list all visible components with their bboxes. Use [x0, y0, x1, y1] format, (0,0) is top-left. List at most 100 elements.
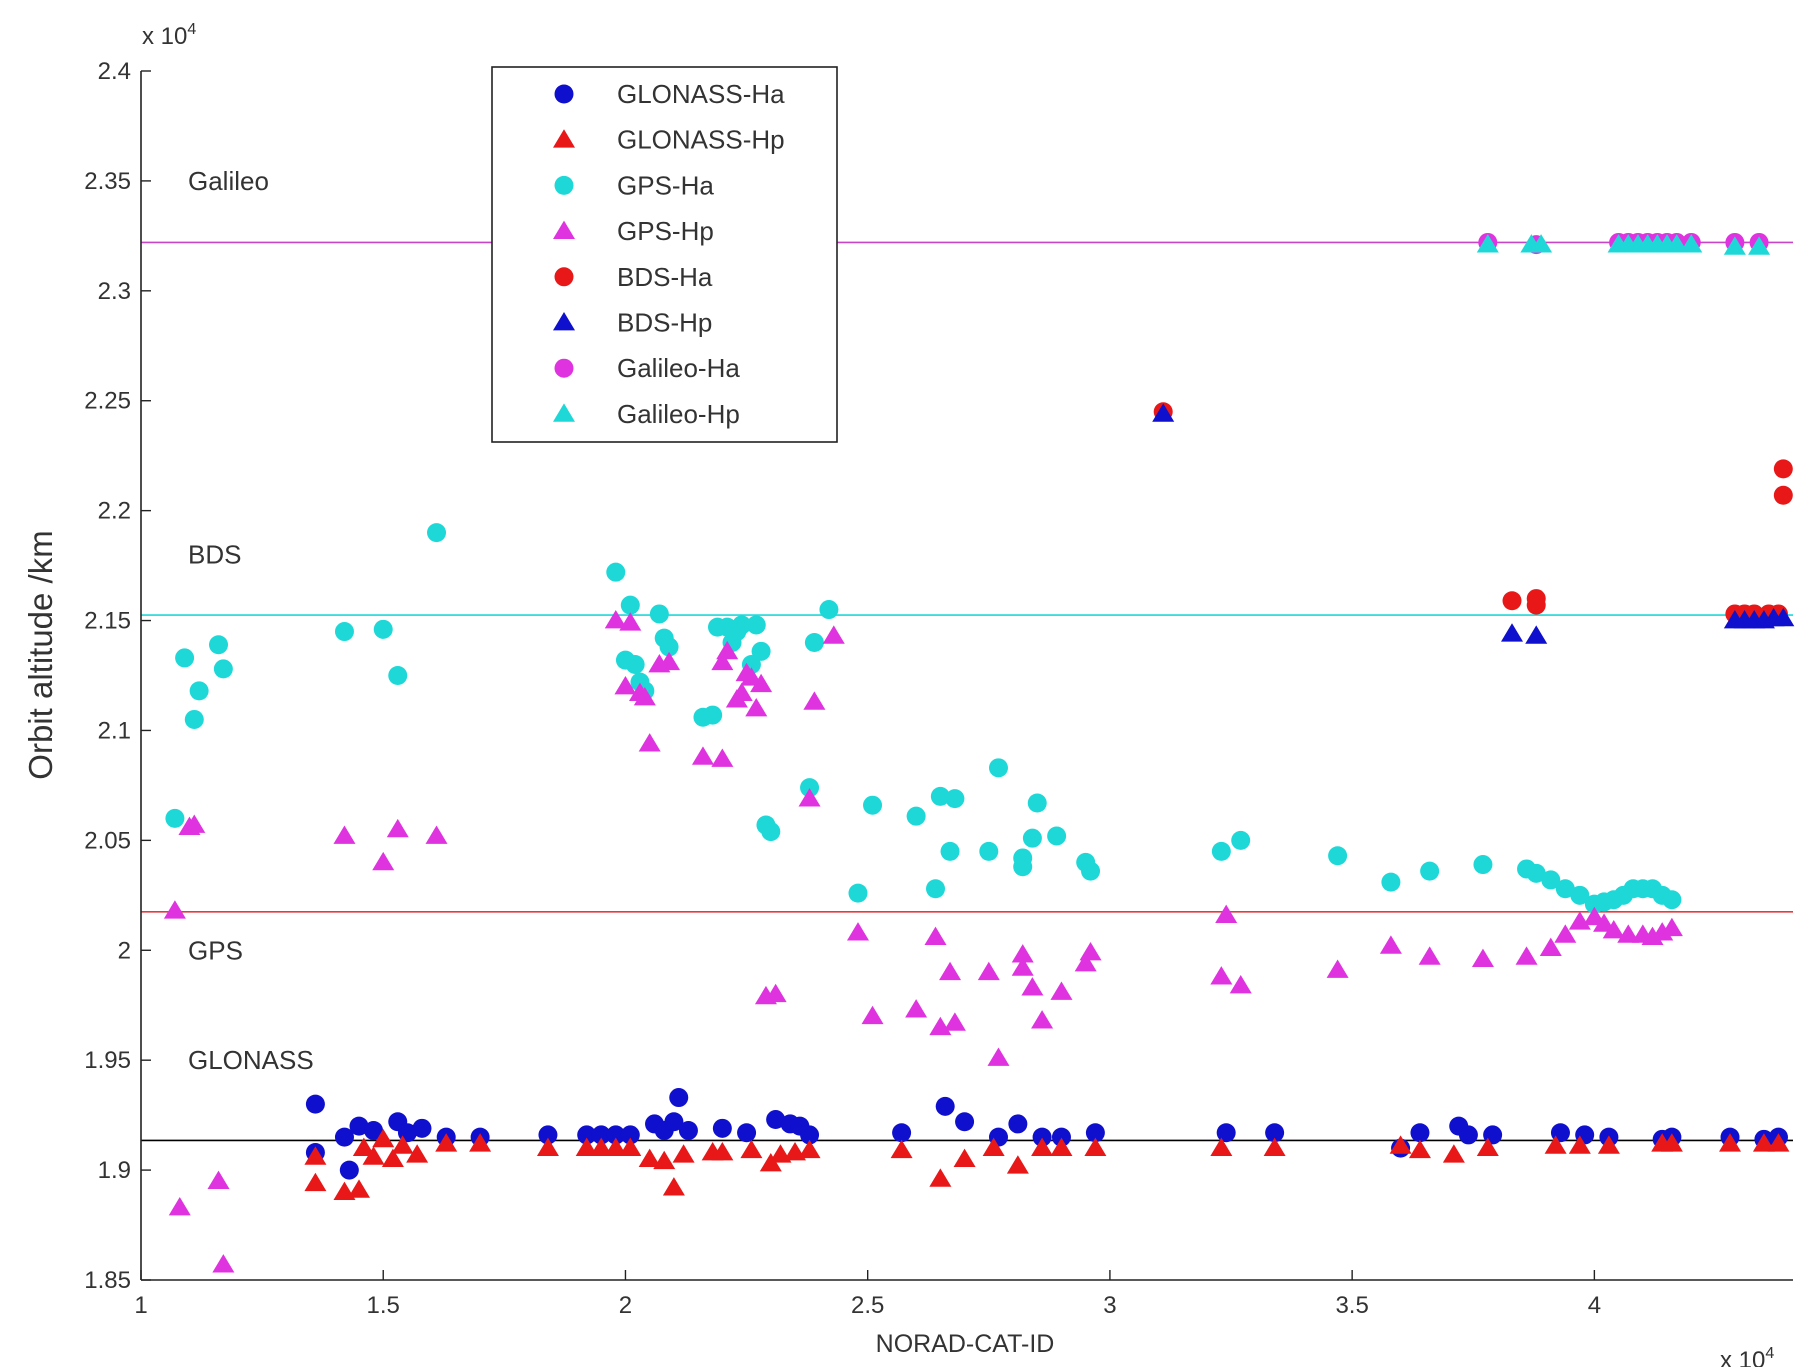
data-point-gps-ha	[848, 883, 868, 903]
y-tick-label: 2.25	[84, 388, 131, 415]
data-point-gps-hp	[924, 926, 947, 945]
x-tick-label: 3	[1103, 1292, 1116, 1319]
y-tick-label: 2.05	[84, 827, 131, 854]
data-point-glonass-hp	[672, 1144, 695, 1163]
data-point-gps-ha	[213, 659, 233, 679]
legend: GLONASS-Ha GLONASS-Hp GPS-Ha GPS-Hp BDS-Ha BD…	[491, 66, 838, 443]
y-tick-label: 2	[118, 937, 131, 964]
data-point-glonass-ha	[412, 1118, 432, 1138]
y-axis-label: Orbit altitude /km	[22, 530, 59, 779]
data-point-gps-ha	[649, 604, 669, 624]
data-point-gps-ha	[427, 523, 447, 543]
data-point-gps-ha	[184, 709, 204, 729]
legend-label: GLONASS-Ha	[617, 79, 785, 109]
y-tick-label: 2.1	[98, 717, 131, 744]
data-point-glonass-hp	[435, 1133, 458, 1152]
data-point-glonass-hp	[1660, 1133, 1683, 1152]
data-point-gps-ha	[926, 879, 946, 899]
legend-box	[491, 66, 838, 443]
data-point-glonass-ha	[577, 1125, 597, 1145]
ref-label-galileo: Galileo	[188, 166, 269, 196]
data-point-gps-hp	[1471, 948, 1494, 967]
data-point-gps-hp	[372, 851, 395, 871]
data-point-bds-ha	[1526, 595, 1546, 615]
data-point-glonass-ha	[339, 1160, 359, 1180]
data-point-gps-ha	[189, 681, 209, 701]
data-point-glonass-ha	[1265, 1123, 1285, 1143]
data-point-gps-hp	[658, 651, 681, 671]
legend-marker-glonass-hp	[553, 129, 575, 148]
data-point-glonass-ha	[620, 1125, 640, 1145]
data-point-gps-hp	[1079, 941, 1102, 961]
y-tick-label: 1.85	[84, 1267, 131, 1294]
data-point-gps-hp	[939, 961, 962, 981]
data-point-glonass-hp	[953, 1148, 976, 1167]
x-tick-label: 2	[619, 1292, 632, 1319]
data-point-glonass-hp	[1210, 1137, 1233, 1156]
data-point-gps-ha	[988, 758, 1008, 778]
x-axis-multiplier: x 104	[1720, 1345, 1774, 1367]
x-tick-label: 1.5	[367, 1292, 400, 1319]
data-point-gps-ha	[863, 795, 883, 815]
data-point-glonass-ha	[678, 1121, 698, 1141]
data-point-gps-hp	[212, 1254, 235, 1273]
ref-label-glonass: GLONASS	[188, 1045, 314, 1075]
data-point-gps-ha	[804, 633, 824, 653]
data-point-gps-hp	[1539, 937, 1562, 956]
data-point-glonass-hp	[406, 1144, 429, 1163]
legend-label: BDS-Hp	[617, 308, 712, 338]
y-tick-label: 2.15	[84, 608, 131, 635]
data-point-glonass-hp	[982, 1137, 1005, 1156]
data-point-glonass-hp	[372, 1128, 395, 1148]
legend-label: GLONASS-Hp	[617, 125, 785, 155]
data-point-gps-hp	[1660, 917, 1683, 937]
y-tick-label: 2.4	[98, 58, 131, 85]
data-point-gps-ha	[930, 786, 950, 806]
data-point-glonass-hp	[890, 1139, 913, 1159]
legend-marker-bds-ha	[554, 267, 574, 287]
data-point-gps-hp	[822, 625, 845, 644]
data-point-gps-hp	[1515, 946, 1538, 965]
data-point-gps-ha	[1081, 861, 1101, 881]
data-point-gps-hp	[1326, 959, 1349, 978]
data-point-glonass-hp	[740, 1139, 763, 1159]
data-point-gps-ha	[1328, 846, 1348, 866]
data-point-glonass-hp	[1442, 1144, 1465, 1163]
data-point-gps-ha	[1555, 879, 1575, 899]
data-point-glonass-hp	[391, 1135, 414, 1154]
data-point-gps-ha	[819, 600, 839, 620]
data-point-gps-hp	[183, 814, 206, 833]
legend-marker-glonass-ha	[554, 84, 574, 104]
data-point-glonass-ha	[1216, 1123, 1236, 1143]
data-point-glonass-ha	[538, 1125, 558, 1145]
data-point-gps-hp	[1602, 919, 1625, 939]
y-tick-label: 1.9	[98, 1157, 131, 1184]
x-tick-label: 1	[134, 1292, 147, 1319]
data-point-glonass-hp	[536, 1137, 559, 1156]
data-point-glonass-hp	[653, 1150, 676, 1170]
x-multiplier-base: x 10	[1720, 1347, 1765, 1367]
reference-lines: Galileo BDS GPS GLONASS	[141, 166, 1793, 1142]
data-point-glonass-hp	[1752, 1133, 1775, 1152]
series-glonass-hp	[304, 1128, 1790, 1200]
legend-marker-bds-hp	[553, 312, 575, 331]
series-galileo-hp	[1476, 234, 1771, 255]
data-point-galileo-hp	[1723, 236, 1746, 255]
data-point-glonass-ha	[1051, 1127, 1071, 1147]
y-axis-multiplier: x 104	[142, 21, 196, 50]
legend-item-galileo-hp: Galileo-Hp	[553, 399, 740, 429]
legend-item-glonass-ha: GLONASS-Ha	[554, 79, 785, 109]
legend-label: GPS-Ha	[617, 170, 714, 200]
legend-label: GPS-Hp	[617, 216, 714, 246]
data-point-glonass-ha	[892, 1123, 912, 1143]
data-point-glonass-hp	[1408, 1139, 1431, 1159]
data-point-gps-hp	[207, 1170, 230, 1189]
x-tick-label: 2.5	[851, 1292, 884, 1319]
data-point-gps-hp	[977, 961, 1000, 981]
data-point-galileo-hp	[1680, 234, 1703, 253]
data-point-glonass-ha	[800, 1125, 820, 1145]
data-point-gps-hp	[711, 748, 734, 767]
data-point-gps-hp	[1215, 904, 1238, 923]
data-point-glonass-ha	[1032, 1127, 1052, 1147]
